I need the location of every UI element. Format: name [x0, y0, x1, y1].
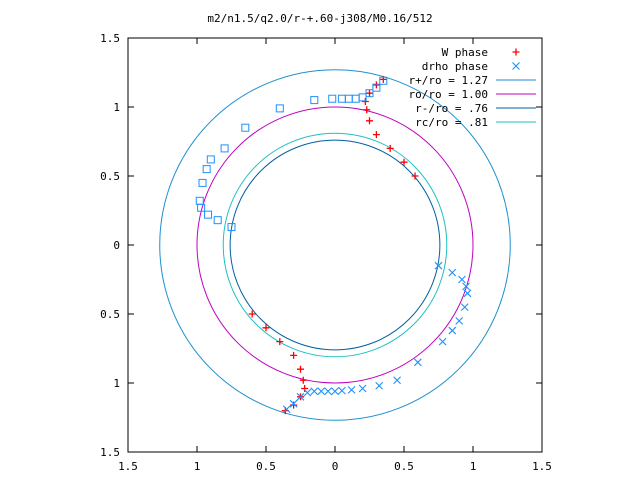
- legend-marker-1: [512, 62, 520, 70]
- point-s1-a0-p10: [393, 376, 401, 385]
- legend-label-4: r-/ro = .76: [415, 102, 488, 115]
- point-s0-a0-p1: [400, 158, 408, 166]
- point-s0-a0-p4: [366, 117, 373, 125]
- y-tick-label-3: 0: [113, 239, 120, 252]
- legend-marker-0: [512, 48, 520, 56]
- point-s1-a0-p1: [448, 268, 457, 277]
- point-s2-a0-p4: [195, 196, 204, 205]
- legend-label-3: ro/ro = 1.00: [409, 88, 488, 101]
- point-s0-a0-p6: [361, 97, 369, 105]
- point-s2-a0-p15: [351, 94, 360, 103]
- point-s1-a0-p3: [462, 282, 470, 291]
- point-s1-a0-p6: [455, 317, 464, 325]
- point-s1-a0-p20: [296, 392, 305, 401]
- x-tick-label-0: 1.5: [118, 460, 138, 473]
- point-s1-a0-p16: [324, 387, 332, 396]
- point-s1-a0-p22: [282, 405, 291, 414]
- point-s2-a0-p7: [206, 155, 215, 164]
- point-s2-a0-p2: [204, 210, 213, 219]
- x-tick-label-1: 1: [194, 460, 201, 473]
- circle-1: [196, 106, 474, 384]
- legend-label-5: rc/ro = .81: [415, 116, 488, 129]
- point-s0-a0-p0: [411, 172, 419, 180]
- y-tick-label-6: 1.5: [100, 446, 120, 459]
- chart-title: m2/n1.5/q2.0/r-+.60-j308/M0.16/512: [207, 12, 432, 25]
- point-s2-a0-p11: [310, 96, 319, 105]
- point-s2-a0-p12: [328, 94, 337, 103]
- point-s1-a0-p4: [463, 289, 472, 298]
- point-s2-a0-p19: [379, 76, 388, 85]
- point-s0-a1-p0: [248, 310, 256, 318]
- reference-circles: [159, 69, 511, 421]
- point-s2-a0-p14: [344, 94, 353, 103]
- axis-ticks: 1.5 1 0.5 0 0.5 1 1.51.510.500.511.5: [100, 32, 552, 473]
- point-s1-a0-p11: [375, 381, 384, 390]
- point-s0-a0-p7: [366, 89, 373, 97]
- point-s0-a1-p5: [299, 376, 307, 384]
- point-s2-a0-p6: [202, 165, 211, 174]
- circle-0: [159, 69, 511, 421]
- legend-label-1: drho phase: [422, 60, 488, 73]
- point-s2-a0-p13: [337, 94, 346, 103]
- point-s0-a0-p3: [372, 131, 380, 139]
- circle-3: [222, 132, 448, 358]
- point-s0-a0-p2: [386, 144, 394, 152]
- point-s1-a0-p7: [448, 326, 457, 335]
- y-tick-label-4: 0.5: [100, 308, 120, 321]
- point-s2-a0-p10: [275, 104, 284, 113]
- point-s1-a0-p8: [438, 337, 447, 346]
- point-s1-a0-p19: [303, 388, 312, 397]
- point-s0-a1-p1: [262, 324, 270, 332]
- point-s2-a0-p0: [227, 223, 236, 232]
- point-s2-a0-p5: [198, 178, 207, 187]
- point-s1-a0-p14: [338, 386, 346, 395]
- point-s1-a0-p0: [434, 261, 443, 270]
- point-s2-a0-p8: [220, 144, 229, 153]
- point-s1-a0-p13: [347, 386, 356, 394]
- legend-label-0: W phase: [442, 46, 488, 59]
- point-s2-a0-p16: [358, 93, 367, 102]
- x-tick-label-4: 0.5: [394, 460, 414, 473]
- point-s1-a0-p21: [289, 399, 298, 408]
- legend-label-2: r+/ro = 1.27: [409, 74, 488, 87]
- point-s0-a1-p6: [301, 385, 309, 393]
- point-s1-a0-p9: [413, 358, 422, 367]
- point-s1-a0-p2: [458, 275, 466, 284]
- y-tick-label-1: 1: [113, 101, 120, 114]
- point-s2-a0-p1: [213, 216, 222, 225]
- x-tick-label-5: 1: [470, 460, 477, 473]
- point-s2-a0-p18: [372, 83, 381, 92]
- point-s0-a0-p8: [372, 81, 380, 89]
- x-tick-label-2: 0.5: [256, 460, 276, 473]
- y-tick-label-2: 0.5: [100, 170, 120, 183]
- point-s1-a0-p18: [310, 387, 319, 396]
- y-tick-label-0: 1.5: [100, 32, 120, 45]
- point-s1-a0-p12: [358, 384, 367, 393]
- x-tick-label-6: 1.5: [532, 460, 552, 473]
- point-s0-a1-p2: [276, 338, 284, 346]
- point-s0-a1-p8: [290, 401, 298, 409]
- point-s1-a0-p17: [317, 387, 326, 396]
- point-s0-a1-p3: [290, 351, 298, 359]
- data-marks: [195, 75, 472, 415]
- point-s0-a1-p4: [297, 365, 304, 373]
- point-s1-a0-p15: [331, 387, 339, 396]
- x-tick-label-3: 0: [332, 460, 339, 473]
- y-tick-label-5: 1: [113, 377, 120, 390]
- point-s2-a0-p17: [365, 89, 374, 98]
- point-s0-a0-p5: [363, 106, 371, 114]
- point-s1-a0-p5: [460, 303, 469, 311]
- point-s2-a0-p9: [241, 123, 250, 132]
- circle-2: [229, 139, 441, 351]
